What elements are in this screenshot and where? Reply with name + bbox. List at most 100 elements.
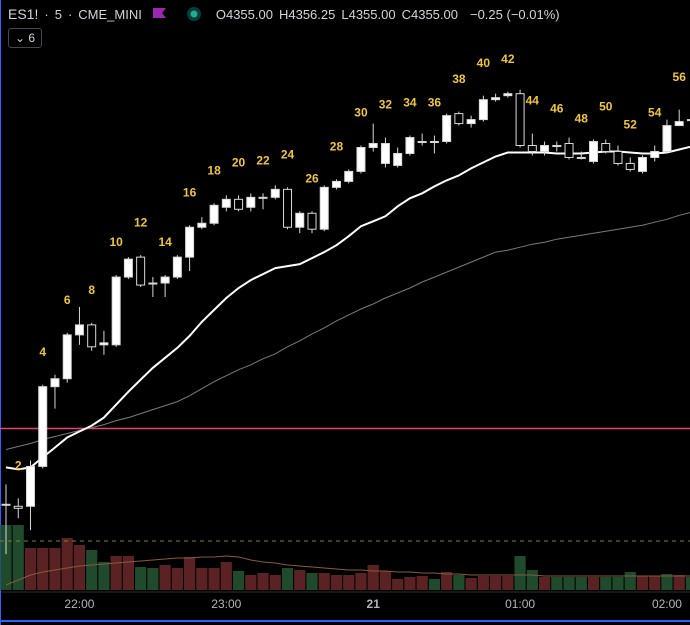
candle-body <box>552 145 562 148</box>
candle-body <box>466 119 476 125</box>
candle-body <box>674 121 684 127</box>
bar-number: 22 <box>256 154 270 168</box>
volume-bar <box>110 556 122 590</box>
ohlc-legend: O4355.00 H4356.25 L4355.00 C4355.00 <box>216 7 464 22</box>
candle-body <box>478 99 488 121</box>
candle-body <box>136 256 146 286</box>
candle-body <box>99 342 109 346</box>
candle-body <box>87 324 97 348</box>
bar-number: 36 <box>428 96 442 110</box>
volume-bar <box>685 577 690 590</box>
volume-bar <box>575 577 587 590</box>
x-tick-label: 21 <box>367 597 381 611</box>
volume-bar <box>673 575 685 590</box>
candle-body <box>637 156 647 172</box>
volume-bar <box>624 572 636 590</box>
volume-bar <box>587 577 600 590</box>
volume-bar <box>538 577 551 590</box>
candle-body <box>368 143 378 149</box>
candle-body <box>344 170 354 182</box>
candle-body <box>393 152 403 166</box>
volume-bar <box>196 568 208 590</box>
bar-number: 48 <box>575 112 589 126</box>
volume-bar <box>159 565 171 590</box>
volume-bar <box>343 575 355 590</box>
candle-body <box>515 93 525 147</box>
volume-bar <box>257 573 269 590</box>
volume-bar <box>135 567 147 590</box>
volume-bar <box>294 570 306 590</box>
volume-bar <box>318 573 330 590</box>
legend-value: 4355.00 <box>225 6 273 22</box>
candle-body <box>613 150 623 164</box>
candle-body <box>221 198 231 208</box>
bar-number: 16 <box>183 185 197 199</box>
candle-body <box>527 145 537 152</box>
bar-number: 42 <box>501 52 515 66</box>
candle-body <box>197 222 207 228</box>
candle-body <box>405 137 415 154</box>
volume-bar <box>184 557 196 590</box>
change: −0.25 (−0.01%) <box>469 6 560 22</box>
volume-bar <box>355 573 367 590</box>
status-icon <box>186 7 201 21</box>
volume-bar <box>269 575 281 590</box>
volume-bar <box>232 571 245 590</box>
candle-body <box>564 143 574 158</box>
dot: · <box>67 6 73 22</box>
bar-number: 26 <box>305 171 319 185</box>
volume-bar <box>441 572 453 590</box>
candle-body <box>74 324 84 336</box>
slow-ma <box>5 212 690 450</box>
volume-bar <box>514 556 526 590</box>
candle-body <box>650 150 660 158</box>
volume-bar <box>600 577 612 590</box>
volume-bar <box>122 556 134 590</box>
volume-bar <box>649 576 661 590</box>
candle-body <box>686 119 690 122</box>
bar-number: 14 <box>158 235 172 249</box>
volume-bar <box>367 565 379 590</box>
candle-body <box>625 162 635 170</box>
volume-bar <box>37 548 49 590</box>
volume-bar <box>477 576 489 590</box>
indicator-toggle[interactable]: ⌄ 6 <box>8 28 43 48</box>
volume-bar <box>465 578 477 590</box>
bar-number: 12 <box>134 215 148 229</box>
bar-number: 44 <box>526 94 540 108</box>
volume-bar <box>330 575 343 590</box>
bar-number: 54 <box>648 106 662 120</box>
volume-bar <box>24 548 37 590</box>
volume-bar <box>61 538 73 590</box>
candle-body <box>356 147 366 172</box>
bar-number: 38 <box>452 72 466 86</box>
candle-body <box>38 386 48 467</box>
legend-value: 4356.25 <box>288 6 336 22</box>
volume-bar <box>208 568 220 590</box>
candle-body <box>209 204 219 224</box>
interval: 5 <box>54 6 62 22</box>
dot: · <box>44 6 49 22</box>
bar-number: 30 <box>354 106 368 120</box>
candle-body <box>380 143 390 164</box>
volume-bar <box>392 579 404 590</box>
x-tick-label: 01:00 <box>505 597 535 611</box>
bar-number: 32 <box>379 98 393 112</box>
volume-bar <box>551 577 563 590</box>
candle-body <box>442 115 452 143</box>
candle-body <box>662 125 672 152</box>
bar-number: 40 <box>477 56 491 70</box>
bar-number: 34 <box>403 96 417 110</box>
volume-bar <box>98 562 110 590</box>
candle-body <box>172 256 182 278</box>
bar-number: 46 <box>550 102 564 116</box>
candle-body <box>417 141 427 144</box>
flag-icon[interactable] <box>152 7 168 21</box>
candle-body <box>25 465 35 507</box>
volume-bar <box>0 525 12 590</box>
legend-key: H <box>278 6 289 22</box>
candle-body <box>111 276 121 346</box>
legend-key: C <box>401 6 411 22</box>
candle-body <box>13 505 23 509</box>
volume-bar <box>220 562 232 590</box>
